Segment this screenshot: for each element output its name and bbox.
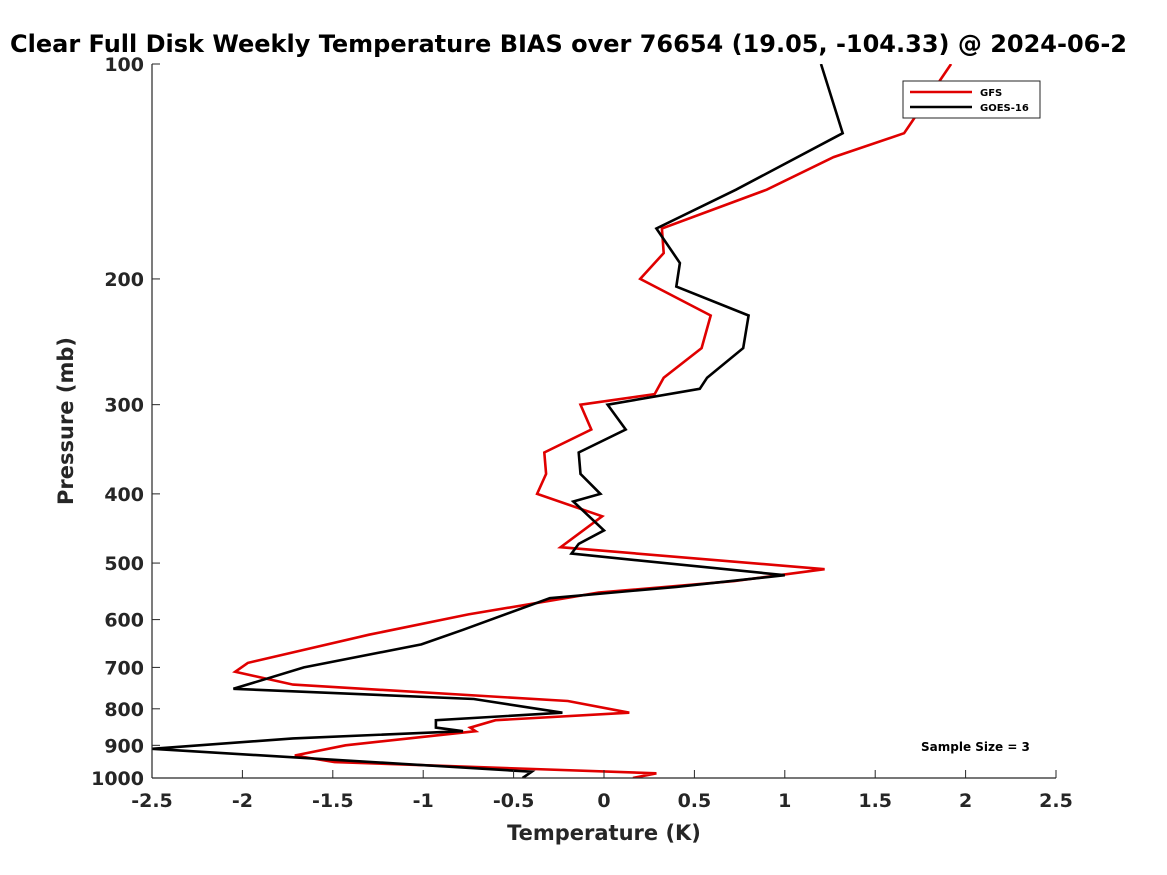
series-line-gfs — [232, 64, 953, 778]
legend-label-goes16: GOES-16 — [980, 103, 1029, 114]
y-tick-label: 600 — [104, 610, 144, 632]
x-tick-label: 1.5 — [858, 790, 892, 812]
y-axis-ticks: 100 200 300 400 500 600 700 800 900 1000 — [91, 54, 160, 790]
y-axis-label: Pressure (mb) — [54, 337, 78, 505]
y-tick-label: 200 — [104, 269, 144, 291]
y-tick-label: 800 — [104, 699, 144, 721]
series-line-goes16 — [152, 64, 845, 778]
x-tick-label: 2.5 — [1039, 790, 1073, 812]
x-tick-label: -1.5 — [312, 790, 354, 812]
x-tick-label: -2 — [232, 790, 253, 812]
plot-area: -2.5 -2 -1.5 -1 -0.5 0 0.5 1 1.5 2 2.5 100 200 300 40… — [91, 54, 1073, 812]
series-layer — [152, 64, 953, 778]
legend: GFS GOES-16 — [902, 80, 1041, 119]
legend-label-gfs: GFS — [980, 88, 1002, 99]
x-axis-label: Temperature (K) — [507, 821, 701, 845]
y-tick-label: 500 — [104, 553, 144, 575]
y-tick-label: 700 — [104, 657, 144, 679]
x-tick-label: 0 — [597, 790, 610, 812]
x-tick-label: 0.5 — [678, 790, 712, 812]
x-tick-label: -2.5 — [131, 790, 173, 812]
x-tick-label: -0.5 — [493, 790, 535, 812]
x-tick-label: 1 — [778, 790, 791, 812]
x-axis-ticks: -2.5 -2 -1.5 -1 -0.5 0 0.5 1 1.5 2 2.5 — [131, 770, 1073, 812]
y-tick-label: 900 — [104, 735, 144, 757]
y-tick-label: 1000 — [91, 768, 144, 790]
x-tick-label: -1 — [413, 790, 434, 812]
chart-title: Clear Full Disk Weekly Temperature BIAS … — [10, 30, 1127, 58]
y-tick-label: 100 — [104, 54, 144, 76]
y-tick-label: 300 — [104, 395, 144, 417]
sample-size-annotation: Sample Size = 3 — [921, 740, 1030, 754]
y-tick-label: 400 — [104, 484, 144, 506]
legend-box — [902, 80, 1041, 119]
x-tick-label: 2 — [959, 790, 972, 812]
